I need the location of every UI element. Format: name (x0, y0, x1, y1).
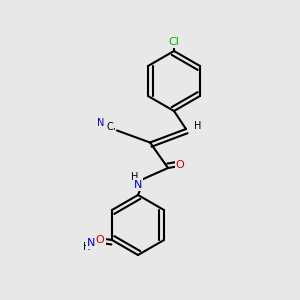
Text: O: O (176, 160, 184, 170)
Text: Cl: Cl (169, 37, 179, 47)
Text: N: N (87, 238, 95, 248)
Text: N: N (134, 179, 142, 190)
Text: H: H (131, 172, 139, 182)
Text: N: N (97, 118, 104, 128)
Text: C: C (106, 122, 113, 133)
Text: H: H (194, 121, 202, 131)
Text: O: O (96, 235, 104, 245)
Text: H: H (83, 242, 90, 253)
